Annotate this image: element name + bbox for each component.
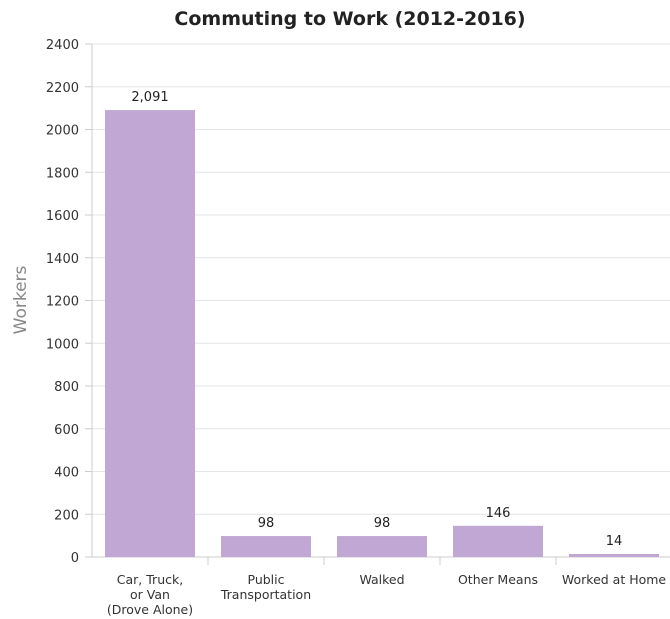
y-tick-label: 1200	[46, 295, 79, 310]
x-tick-label: Walked	[359, 572, 404, 587]
gridlines	[92, 43, 670, 515]
axes: 0 200 400 600 800 1000 1200 1400 1600 1800 2000 220…	[46, 38, 670, 566]
labels: 2,091 Car, Truck,or Van(Drove Alone) 98 Pub…	[107, 90, 667, 617]
bar	[105, 110, 195, 557]
x-tick-label: Worked at Home	[562, 572, 667, 587]
y-tick-label: 1800	[46, 166, 79, 181]
x-tick-label: Public	[248, 572, 285, 587]
chart-title: Commuting to Work (2012-2016)	[174, 8, 526, 30]
data-label: 146	[486, 506, 511, 521]
y-tick-label: 2000	[46, 124, 79, 139]
x-tick-label: Car, Truck,	[117, 572, 183, 587]
y-tick-label: 1400	[46, 252, 79, 267]
y-axis-title: Workers	[11, 265, 31, 334]
y-tick-label: 1000	[46, 337, 79, 352]
y-tick-label: 800	[54, 380, 79, 395]
x-tick-label: or Van	[130, 587, 170, 602]
y-tick-label: 200	[54, 508, 79, 523]
x-tick-label: Transportation	[220, 587, 311, 602]
y-tick-label: 2200	[46, 81, 79, 96]
data-label: 98	[258, 516, 275, 531]
bar	[337, 536, 427, 557]
x-tick-label: (Drove Alone)	[107, 602, 193, 617]
data-label: 98	[374, 516, 391, 531]
bar	[569, 554, 659, 557]
y-tick-label: 0	[71, 551, 79, 566]
y-tick-label: 400	[54, 466, 79, 481]
bar	[453, 525, 543, 557]
y-tick-label: 2400	[46, 38, 79, 53]
y-tick-label: 600	[54, 423, 79, 438]
x-tick-label: Other Means	[458, 572, 538, 587]
bars	[105, 110, 659, 557]
bar	[221, 536, 311, 557]
data-label: 2,091	[131, 90, 168, 105]
y-tick-label: 1600	[46, 209, 79, 224]
data-label: 14	[606, 534, 623, 549]
